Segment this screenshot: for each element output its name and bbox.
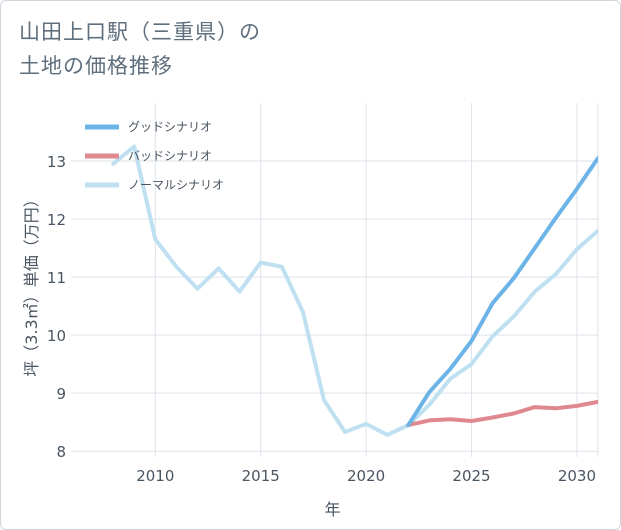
- y-tick-label: 13: [47, 153, 66, 171]
- x-tick-label: 2015: [242, 467, 280, 485]
- series-line-0: [406, 156, 598, 428]
- legend-label-1: バッドシナリオ: [128, 149, 212, 163]
- series-line-2: [111, 144, 598, 437]
- chart-title: 山田上口駅（三重県）の 土地の価格推移: [19, 15, 261, 83]
- series-layer: [111, 144, 598, 437]
- series-line-1: [406, 399, 598, 428]
- legend-label-2: ノーマルシナリオ: [128, 178, 224, 192]
- y-axis-title: 坪（3.3㎡）単価（万円）: [22, 191, 41, 376]
- x-axis-title: 年: [324, 500, 340, 519]
- chart-title-line1: 山田上口駅（三重県）の: [19, 20, 261, 44]
- y-tick-label: 9: [56, 385, 66, 403]
- x-tick-label: 2030: [558, 467, 596, 485]
- chart-title-line2: 土地の価格推移: [19, 54, 173, 78]
- y-tick-label: 12: [47, 211, 66, 229]
- axes: 2010 2015 2020 2025 2030 8 9 10 11 12 13 年 坪（3.3㎡）単価…: [22, 153, 596, 519]
- y-tick-label: 10: [47, 327, 66, 345]
- x-tick-label: 2010: [136, 467, 174, 485]
- x-tick-label: 2025: [452, 467, 490, 485]
- legend-label-0: グッドシナリオ: [128, 120, 212, 134]
- x-tick-label: 2020: [347, 467, 385, 485]
- y-tick-label: 8: [56, 443, 66, 461]
- y-tick-label: 11: [47, 269, 66, 287]
